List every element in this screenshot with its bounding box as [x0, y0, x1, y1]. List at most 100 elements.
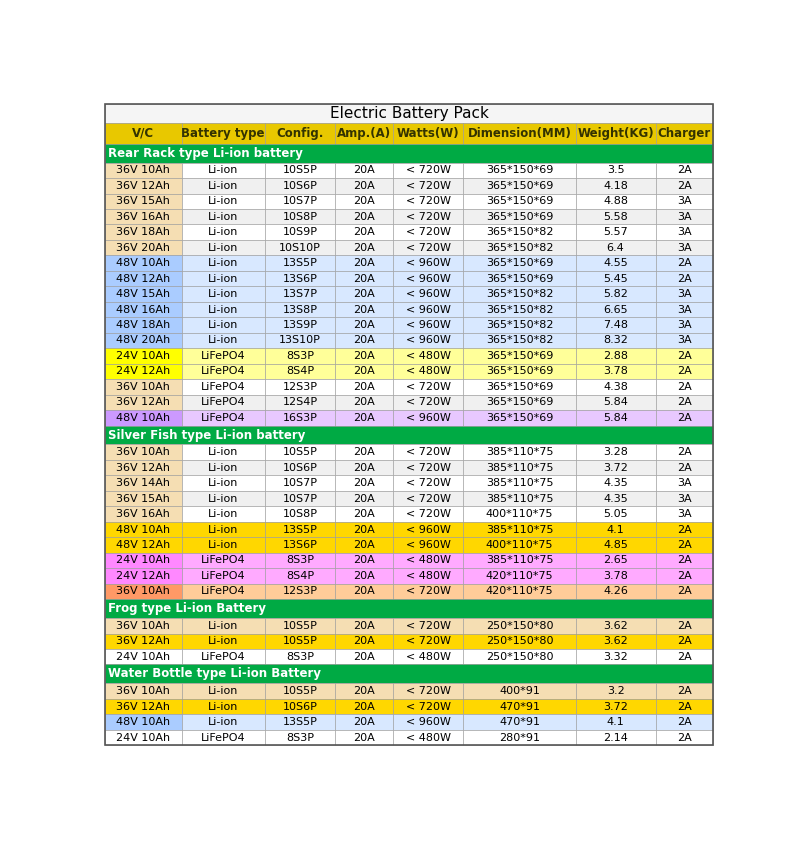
- Text: 365*150*69: 365*150*69: [486, 397, 553, 407]
- Bar: [335, 521, 393, 537]
- Text: Li-ion: Li-ion: [208, 289, 239, 299]
- Text: < 480W: < 480W: [405, 652, 451, 662]
- Text: 3A: 3A: [678, 196, 692, 206]
- Bar: [335, 317, 393, 333]
- Bar: [105, 633, 182, 649]
- Bar: [656, 240, 713, 256]
- Text: 2A: 2A: [677, 525, 692, 535]
- Text: 24V 12Ah: 24V 12Ah: [116, 367, 170, 377]
- Text: Watts(W): Watts(W): [397, 127, 460, 140]
- Text: 365*150*82: 365*150*82: [486, 304, 553, 315]
- Text: 36V 20Ah: 36V 20Ah: [117, 243, 170, 252]
- Text: Dimension(MM): Dimension(MM): [468, 127, 571, 140]
- Bar: [265, 491, 335, 506]
- Bar: [335, 379, 393, 394]
- Text: 2A: 2A: [677, 571, 692, 581]
- Text: 420*110*75: 420*110*75: [486, 571, 553, 581]
- Text: Li-ion: Li-ion: [208, 509, 239, 519]
- Bar: [265, 363, 335, 379]
- Bar: [182, 714, 265, 730]
- Text: 385*110*75: 385*110*75: [486, 525, 553, 535]
- Text: Li-ion: Li-ion: [208, 258, 239, 268]
- Text: 2A: 2A: [677, 463, 692, 473]
- Text: Frog type Li-ion Battery: Frog type Li-ion Battery: [109, 602, 267, 615]
- Text: Li-ion: Li-ion: [208, 336, 239, 346]
- Bar: [105, 537, 182, 553]
- Text: 36V 16Ah: 36V 16Ah: [117, 212, 170, 222]
- Bar: [182, 491, 265, 506]
- Bar: [335, 460, 393, 475]
- Bar: [105, 460, 182, 475]
- Text: 20A: 20A: [354, 336, 375, 346]
- Text: 4.35: 4.35: [603, 494, 628, 504]
- Text: 10S8P: 10S8P: [282, 509, 318, 519]
- Text: 385*110*75: 385*110*75: [486, 494, 553, 504]
- Bar: [105, 553, 182, 569]
- Text: < 480W: < 480W: [405, 571, 451, 581]
- Text: 385*110*75: 385*110*75: [486, 463, 553, 473]
- Bar: [656, 379, 713, 394]
- Text: Li-ion: Li-ion: [208, 320, 239, 330]
- Text: Li-ion: Li-ion: [208, 494, 239, 504]
- Bar: [265, 633, 335, 649]
- Text: 48V 20Ah: 48V 20Ah: [116, 336, 170, 346]
- Text: 280*91: 280*91: [499, 733, 540, 743]
- Text: 36V 16Ah: 36V 16Ah: [117, 509, 170, 519]
- Text: Li-ion: Li-ion: [208, 243, 239, 252]
- Text: < 480W: < 480W: [405, 351, 451, 361]
- Text: Config.: Config.: [276, 127, 324, 140]
- Text: Li-ion: Li-ion: [208, 304, 239, 315]
- Bar: [656, 286, 713, 302]
- Bar: [464, 162, 575, 178]
- Text: 48V 18Ah: 48V 18Ah: [116, 320, 170, 330]
- Bar: [265, 317, 335, 333]
- Text: 36V 12Ah: 36V 12Ah: [117, 463, 170, 473]
- Bar: [656, 225, 713, 240]
- Bar: [393, 521, 464, 537]
- Bar: [656, 363, 713, 379]
- Bar: [335, 714, 393, 730]
- Bar: [335, 491, 393, 506]
- Bar: [105, 286, 182, 302]
- Text: 8S3P: 8S3P: [286, 652, 314, 662]
- Bar: [464, 537, 575, 553]
- Text: 20A: 20A: [354, 181, 375, 191]
- Text: < 960W: < 960W: [405, 717, 451, 727]
- Bar: [393, 379, 464, 394]
- Text: 20A: 20A: [354, 304, 375, 315]
- Text: 20A: 20A: [354, 586, 375, 596]
- Bar: [182, 394, 265, 410]
- Text: 20A: 20A: [354, 320, 375, 330]
- Bar: [464, 271, 575, 286]
- Bar: [393, 537, 464, 553]
- Bar: [575, 475, 656, 491]
- Text: 3.5: 3.5: [606, 166, 624, 175]
- Bar: [335, 123, 393, 144]
- Text: 20A: 20A: [354, 701, 375, 711]
- Text: 3A: 3A: [678, 227, 692, 237]
- Bar: [393, 178, 464, 193]
- Text: 20A: 20A: [354, 196, 375, 206]
- Bar: [105, 699, 182, 714]
- Text: 365*150*69: 365*150*69: [486, 413, 553, 423]
- Bar: [393, 193, 464, 209]
- Bar: [575, 178, 656, 193]
- Bar: [105, 317, 182, 333]
- Text: 13S8P: 13S8P: [282, 304, 318, 315]
- Bar: [265, 584, 335, 599]
- Bar: [335, 633, 393, 649]
- Text: 48V 16Ah: 48V 16Ah: [116, 304, 170, 315]
- Bar: [393, 317, 464, 333]
- Bar: [105, 599, 713, 618]
- Bar: [575, 618, 656, 633]
- Bar: [182, 649, 265, 664]
- Bar: [393, 333, 464, 348]
- Text: 10S5P: 10S5P: [282, 621, 318, 631]
- Text: 365*150*82: 365*150*82: [486, 320, 553, 330]
- Bar: [265, 714, 335, 730]
- Bar: [105, 569, 182, 584]
- Bar: [105, 363, 182, 379]
- Bar: [393, 633, 464, 649]
- Text: 400*110*75: 400*110*75: [486, 509, 553, 519]
- Bar: [464, 699, 575, 714]
